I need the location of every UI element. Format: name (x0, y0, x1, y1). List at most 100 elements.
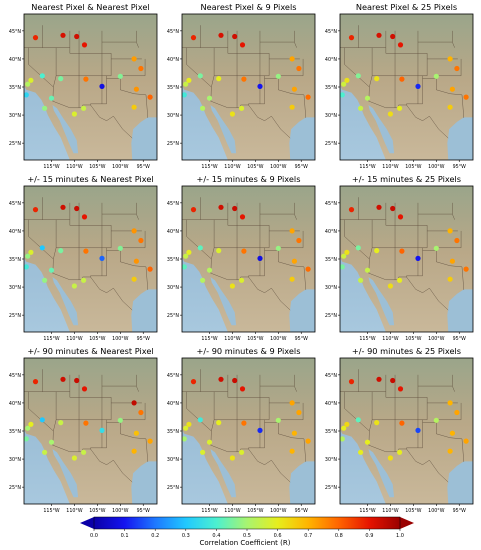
station-point (291, 258, 297, 264)
station-point (415, 83, 421, 89)
station-point (60, 376, 66, 382)
lat-tick-label: 25°N (9, 313, 22, 319)
station-point (275, 245, 281, 251)
panel-title: +/- 15 minutes & 25 Pixels (352, 174, 461, 184)
state-border (461, 94, 465, 118)
station-point (25, 253, 31, 259)
station-point (348, 207, 355, 213)
lat-tick-label: 35°N (167, 257, 180, 263)
lon-tick-label: 105°W (89, 164, 106, 170)
state-border (368, 219, 373, 274)
lat-tick-label: 45°N (9, 373, 22, 379)
colorbar-tick-label: 1.0 (396, 533, 404, 539)
state-border (259, 247, 265, 277)
state-border (368, 47, 373, 102)
lat-tick-label: 45°N (167, 373, 180, 379)
state-border (248, 276, 291, 311)
lat-tick-label: 45°N (167, 201, 180, 207)
state-border (385, 391, 428, 420)
lon-tick-label: 115°W (43, 164, 60, 170)
lon-tick-label: 110°W (66, 164, 83, 170)
state-border (344, 391, 370, 432)
station-point (131, 400, 137, 406)
station-point (415, 255, 421, 261)
station-point (344, 249, 350, 255)
state-border (52, 391, 57, 446)
gulf-of-mexico (289, 117, 315, 160)
state-border (210, 374, 261, 453)
pacific-ocean (340, 358, 386, 504)
state-border (278, 261, 305, 268)
lat-tick-label: 40°N (325, 401, 338, 407)
station-point (296, 237, 302, 244)
colorbar: Correlation Coefficient (R) 0.0 0.1 0.2 0.3… (80, 516, 414, 547)
station-point (289, 228, 295, 234)
colorbar-tick-label: 0.4 (212, 533, 220, 539)
station-point (454, 65, 460, 72)
station-point (289, 276, 295, 282)
station-point (305, 438, 311, 444)
station-point (81, 449, 87, 455)
pacific-ocean (182, 358, 228, 504)
station-point (374, 76, 380, 82)
lon-tick-label: 95°W (137, 508, 151, 514)
lon-tick-label: 105°W (405, 508, 422, 514)
colorbar-low-extend (80, 517, 94, 529)
station-point (32, 207, 39, 213)
station-point (387, 455, 393, 461)
station-point (71, 455, 77, 461)
pacific-ocean (24, 358, 70, 504)
state-border (406, 276, 449, 311)
station-point (197, 417, 203, 423)
state-border (417, 247, 423, 277)
station-point (28, 421, 34, 427)
station-point (117, 417, 123, 423)
colorbar-tick-label: 0.1 (121, 533, 129, 539)
state-border (294, 30, 297, 48)
station-point (358, 105, 364, 111)
lat-tick-label: 35°N (9, 85, 22, 91)
station-point (447, 276, 453, 282)
state-border (90, 448, 133, 483)
gulf-of-california (210, 276, 237, 326)
station-point (218, 376, 224, 382)
station-point (463, 266, 469, 272)
state-border (452, 202, 455, 220)
station-point (397, 42, 404, 48)
station-point (131, 56, 137, 62)
panel-title: Nearest Pixel & 9 Pixels (200, 2, 296, 12)
gulf-of-mexico (131, 461, 157, 504)
lat-tick-label: 40°N (9, 229, 22, 235)
lon-tick-label: 95°W (295, 164, 309, 170)
state-border (52, 374, 103, 453)
lat-tick-label: 40°N (167, 57, 180, 63)
lon-tick-label: 95°W (453, 164, 467, 170)
lon-tick-label: 115°W (43, 336, 60, 342)
colorbar-gradient (94, 517, 400, 529)
station-point (454, 409, 460, 416)
station-point (289, 104, 295, 110)
station-point (397, 386, 404, 392)
station-point (182, 436, 187, 442)
lon-tick-label: 95°W (453, 336, 467, 342)
station-point (364, 95, 371, 101)
lat-tick-label: 25°N (167, 485, 180, 491)
map-panel: +/- 90 minutes & 9 Pixels 45°N 40°N 35°N 30°… (167, 346, 316, 514)
state-border (436, 89, 463, 96)
station-point (218, 204, 224, 210)
lon-tick-label: 100°W (428, 508, 445, 514)
station-point (447, 56, 453, 62)
state-border (303, 94, 307, 118)
station-point (190, 379, 197, 385)
station-point (200, 277, 206, 283)
station-point (32, 35, 39, 41)
lat-tick-label: 45°N (9, 201, 22, 207)
station-point (28, 77, 34, 83)
map-panel: Nearest Pixel & 25 Pixels 45°N 40°N 35°N 30°… (325, 2, 474, 170)
station-point (289, 448, 295, 454)
station-point (133, 430, 139, 436)
gulf-of-california (52, 104, 79, 154)
state-border (227, 47, 270, 76)
lon-tick-label: 110°W (382, 164, 399, 170)
state-border (90, 104, 133, 139)
